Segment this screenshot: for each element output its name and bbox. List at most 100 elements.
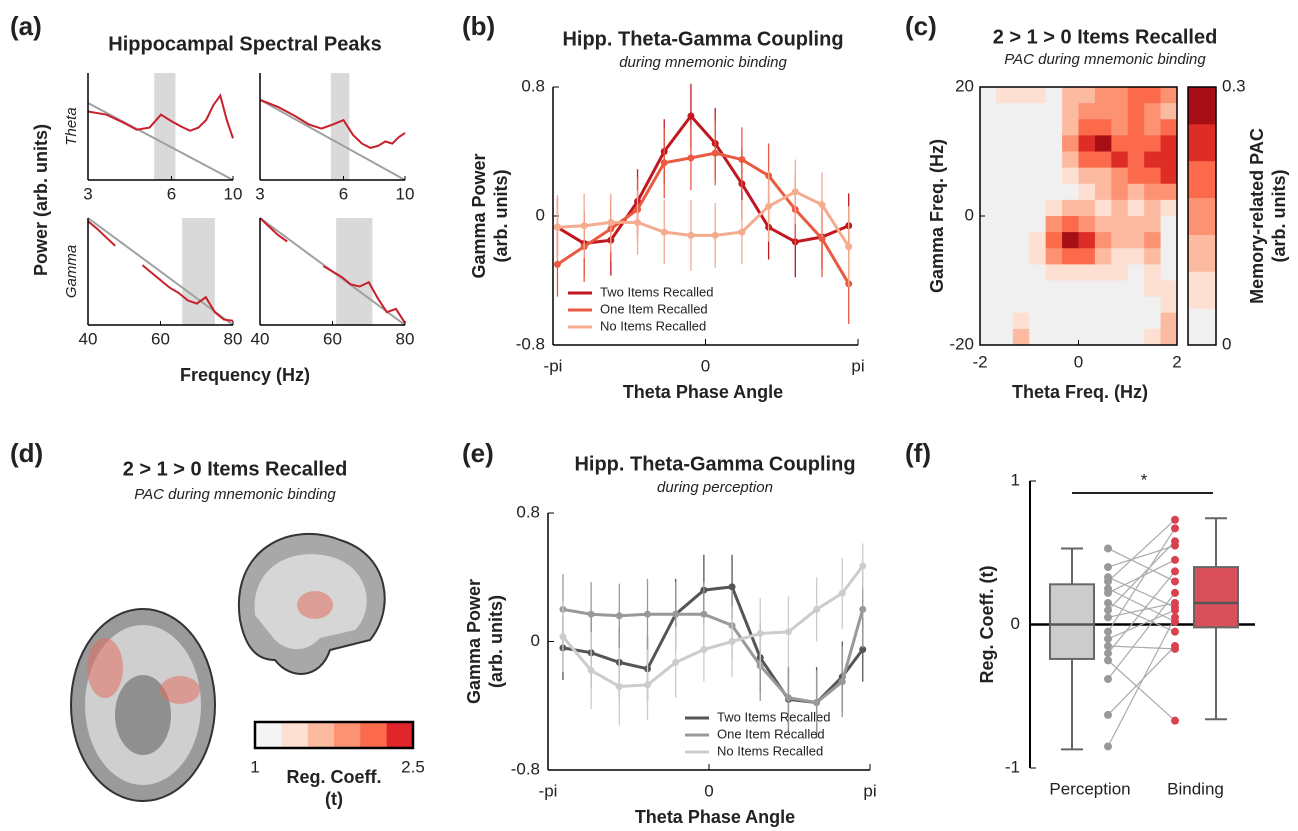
data-point: [553, 223, 561, 231]
y-tick-label: 0: [1011, 614, 1020, 633]
heatmap-cell: [1094, 328, 1112, 346]
activation-blob: [87, 638, 123, 698]
data-point: [615, 682, 623, 690]
heatmap-cell: [1111, 328, 1129, 346]
heatmap-cell: [1078, 119, 1096, 136]
data-point: [672, 658, 680, 666]
data-point: [1171, 613, 1179, 622]
pair-line: [1107, 609, 1176, 640]
heatmap-cell: [1160, 199, 1178, 217]
heatmap-cell: [1062, 248, 1079, 265]
x-tick-label: 10: [396, 184, 415, 203]
heatmap-cell: [1094, 312, 1112, 330]
heatmap-cell: [1111, 199, 1129, 217]
data-point: [1171, 524, 1179, 533]
data-point: [711, 149, 719, 157]
colorbar-label: (t): [325, 789, 343, 809]
colorbar-tick-label: 2.5: [401, 757, 425, 776]
box: [1049, 583, 1095, 660]
colorbar-band: [255, 722, 282, 748]
heatmap-cell: [1144, 183, 1162, 201]
data-point: [813, 699, 821, 707]
chart-subtitle: during mnemonic binding: [619, 54, 787, 71]
heatmap-cell: [1127, 135, 1145, 152]
pair-line: [1107, 545, 1176, 568]
colorbar-tick-label: 1: [250, 757, 259, 776]
pair-line: [1107, 519, 1176, 582]
pair-line: [1107, 602, 1176, 633]
heatmap-cell: [1029, 119, 1047, 136]
heatmap-cell: [980, 328, 997, 346]
data-point: [580, 222, 588, 230]
heatmap-cell: [1127, 103, 1145, 120]
heatmap-cell: [1062, 280, 1079, 298]
x-tick-label: pi: [863, 781, 876, 800]
colorbar-band: [386, 722, 414, 748]
series-line: [557, 190, 850, 248]
colorbar-tick-label: 0.3: [1222, 76, 1246, 95]
heatmap-cell: [996, 264, 1014, 281]
y-tick-label: 0: [965, 205, 974, 224]
heatmap-cell: [1160, 119, 1178, 136]
x-tick-label: -2: [972, 352, 987, 371]
legend-label: Two Items Recalled: [717, 709, 830, 724]
heatmap-cell: [1111, 264, 1129, 281]
heatmap-cell: [1111, 151, 1129, 169]
heatmap-cell: [1078, 232, 1096, 249]
heatmap-cell: [1062, 232, 1079, 249]
heatmap-cell: [1094, 199, 1112, 217]
heatmap-cell: [1127, 167, 1145, 185]
y-tick-label: 0.8: [521, 76, 545, 95]
heatmap-cell: [980, 183, 997, 201]
spectrum-line: [259, 98, 406, 149]
heatmap-cell: [1062, 167, 1079, 185]
heatmap-cell: [1029, 248, 1047, 265]
heatmap-cell: [1160, 232, 1178, 249]
x-axis-label: Theta Phase Angle: [635, 807, 795, 827]
heatmap-cell: [1062, 135, 1079, 152]
y-tick-label: -20: [949, 334, 974, 353]
heatmap-cell: [1045, 167, 1063, 185]
heatmap-cell: [1127, 232, 1145, 249]
pair-line: [1107, 592, 1176, 680]
heatmap-cell: [996, 280, 1014, 298]
data-point: [813, 605, 821, 613]
pair-line: [1107, 547, 1176, 582]
heatmap-cell: [1111, 296, 1129, 314]
pair-line: [1107, 571, 1176, 654]
colorbar-band: [334, 722, 361, 748]
heatmap-cell: [1111, 103, 1129, 120]
heatmap-cell: [1062, 183, 1079, 201]
chart-title: Hippocampal Spectral Peaks: [108, 33, 381, 55]
data-point: [1171, 627, 1179, 636]
heatmap-cell: [1094, 183, 1112, 201]
heatmap-cell: [1160, 135, 1178, 152]
pair-line: [1107, 576, 1176, 608]
data-point: [1104, 742, 1112, 751]
heatmap-cell: [1045, 232, 1063, 249]
heatmap-cell: [1160, 280, 1178, 298]
x-axis-label: Theta Phase Angle: [623, 382, 783, 402]
heatmap-cell: [980, 87, 997, 104]
data-point: [660, 228, 668, 236]
data-point: [818, 201, 826, 209]
x-tick-label: 10: [224, 184, 243, 203]
axial-brain-core: [115, 675, 171, 755]
heatmap-cell: [1029, 87, 1047, 104]
heatmap-cell: [1127, 312, 1145, 330]
x-tick-label: pi: [851, 356, 864, 375]
heatmap-cell: [996, 296, 1014, 314]
heatmap-cell: [1078, 280, 1096, 298]
heatmap-cell: [1045, 135, 1063, 152]
x-tick-label: 40: [79, 329, 98, 348]
data-point: [1171, 577, 1179, 586]
heatmap-cell: [996, 312, 1014, 330]
data-point: [634, 218, 642, 226]
heatmap-cell: [996, 248, 1014, 265]
heatmap-cell: [980, 264, 997, 281]
x-tick-label: 60: [151, 329, 170, 348]
heatmap-cell: [1094, 135, 1112, 152]
heatmap-cell: [1144, 264, 1162, 281]
heatmap-cell: [1029, 328, 1047, 346]
heatmap-cell: [1062, 87, 1079, 104]
